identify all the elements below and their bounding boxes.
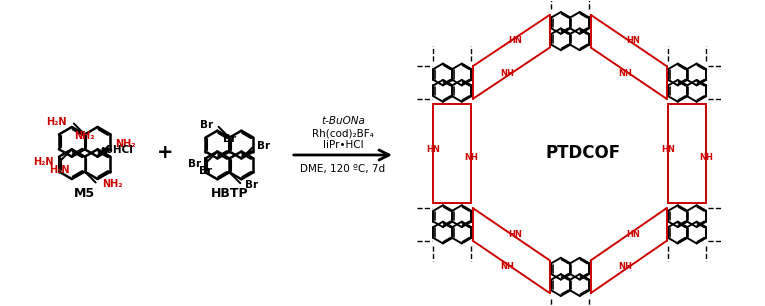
Text: NH: NH [464, 153, 478, 162]
Text: H₂N: H₂N [49, 165, 70, 175]
Text: Rh(cod)₂BF₄: Rh(cod)₂BF₄ [312, 128, 374, 138]
Text: Br: Br [223, 134, 236, 144]
Text: PTDCOF: PTDCOF [545, 144, 620, 162]
Text: NH: NH [500, 263, 514, 271]
Text: Br: Br [246, 180, 259, 190]
Text: NH: NH [500, 69, 514, 78]
Text: HBTP: HBTP [210, 187, 248, 200]
Text: HN: HN [509, 230, 522, 239]
Text: •6HCl: •6HCl [99, 145, 133, 155]
Text: NH₂: NH₂ [116, 139, 136, 149]
Text: HN: HN [626, 36, 640, 45]
Text: HN: HN [662, 145, 675, 154]
Text: t-BuONa: t-BuONa [321, 116, 365, 126]
Text: NH: NH [618, 69, 632, 78]
Text: NH₂: NH₂ [103, 179, 123, 189]
Text: HN: HN [509, 36, 522, 45]
Text: HN: HN [427, 145, 441, 154]
Text: DME, 120 ºC, 7d: DME, 120 ºC, 7d [301, 164, 386, 174]
Text: Br: Br [199, 166, 212, 176]
Text: HN: HN [626, 230, 640, 239]
Text: +: + [157, 144, 173, 162]
Text: H₂N: H₂N [34, 157, 54, 167]
Text: NH₂: NH₂ [74, 131, 95, 141]
Text: H₂N: H₂N [47, 117, 67, 127]
Text: M5: M5 [74, 187, 96, 200]
Text: Br: Br [200, 120, 213, 130]
Text: IiPr•HCl: IiPr•HCl [323, 140, 363, 150]
Text: Br: Br [257, 140, 270, 151]
Text: NH: NH [618, 263, 632, 271]
Text: NH: NH [699, 153, 713, 162]
Text: Br: Br [188, 159, 201, 170]
